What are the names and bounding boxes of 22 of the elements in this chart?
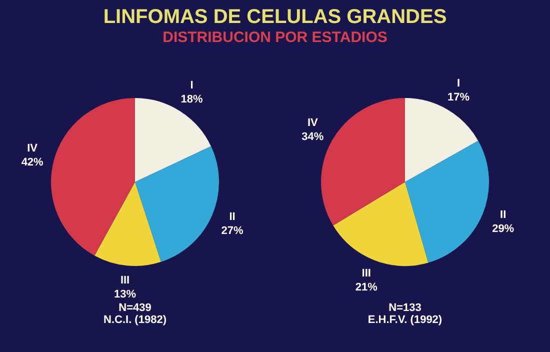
data-label: 29% <box>492 223 514 236</box>
slice-label: IV <box>27 142 38 155</box>
data-label: 18% <box>180 94 204 106</box>
slice-label: II <box>500 209 506 222</box>
data-label: 13% <box>114 288 136 301</box>
data-label: 21% <box>355 282 378 294</box>
slice-label: II <box>229 211 236 224</box>
data-label: 17% <box>447 92 470 104</box>
text: E.H.F.V. (1992) <box>366 314 444 326</box>
data-label: 34% <box>302 130 324 143</box>
text: N=133 <box>388 302 422 314</box>
text: N.C.I. (1982) <box>102 314 168 326</box>
slice-label: I <box>456 78 460 90</box>
slice-label: I <box>190 80 194 92</box>
slice-label: III <box>120 274 130 287</box>
slice-label: III <box>362 268 371 280</box>
data-label: 42% <box>21 156 44 169</box>
text: DISTRIBUCION POR ESTADIOS <box>162 29 388 46</box>
slice-label: IV <box>307 116 319 129</box>
text: N=439 <box>118 302 152 314</box>
chart-title: LINFOMAS DE CELULAS GRANDES <box>102 6 448 29</box>
data-label: 27% <box>221 225 244 238</box>
